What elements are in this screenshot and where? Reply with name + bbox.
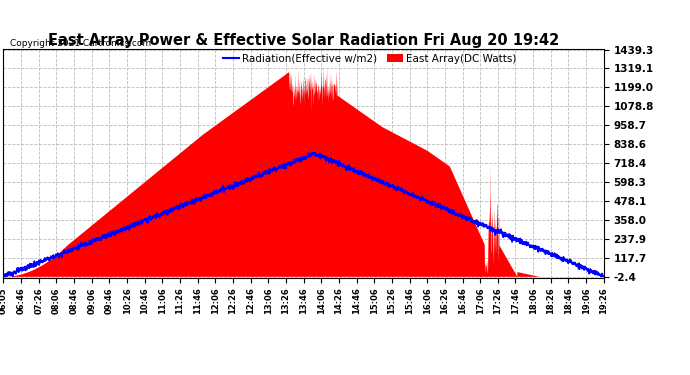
Text: Copyright 2021 Cartronics.com: Copyright 2021 Cartronics.com <box>10 39 152 48</box>
Title: East Array Power & Effective Solar Radiation Fri Aug 20 19:42: East Array Power & Effective Solar Radia… <box>48 33 559 48</box>
Legend: Radiation(Effective w/m2), East Array(DC Watts): Radiation(Effective w/m2), East Array(DC… <box>219 50 520 68</box>
